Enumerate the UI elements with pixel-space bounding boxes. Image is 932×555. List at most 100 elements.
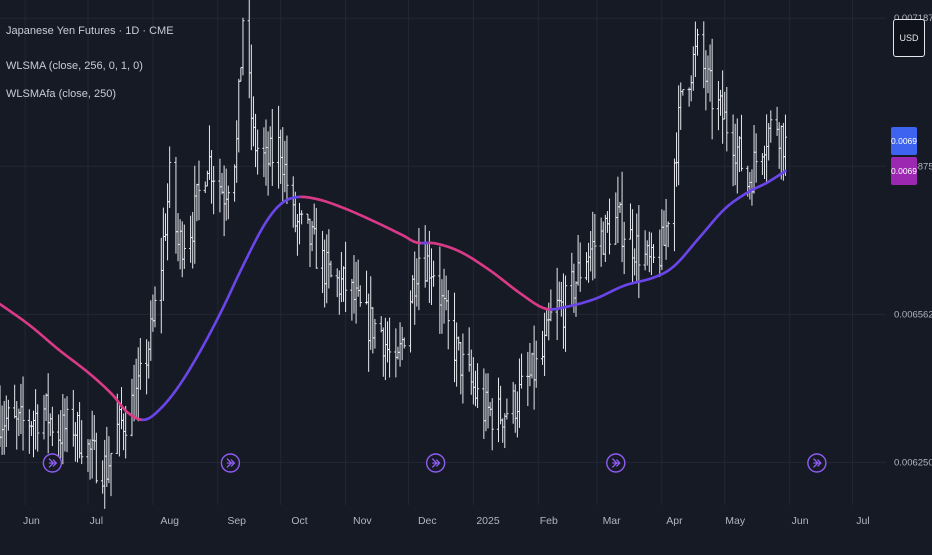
currency-button[interactable]: USD	[893, 19, 925, 57]
price-bar	[262, 127, 265, 177]
event-marker-icon[interactable]	[607, 454, 625, 472]
price-bar	[15, 401, 18, 449]
price-bar	[91, 411, 94, 479]
price-bar	[352, 255, 355, 313]
price-bar	[476, 363, 479, 408]
price-bar	[535, 341, 538, 388]
price-bar	[218, 159, 221, 213]
price-bar	[124, 406, 127, 459]
event-marker-icon[interactable]	[427, 454, 445, 472]
price-bar	[398, 322, 401, 366]
price-bar	[761, 153, 764, 175]
price-bar	[315, 208, 318, 269]
price-bar	[518, 359, 521, 428]
price-bar	[673, 159, 676, 252]
price-bar	[570, 253, 573, 307]
price-bar	[591, 212, 594, 281]
price-bar	[3, 401, 6, 455]
price-bar	[369, 276, 372, 350]
price-bar	[667, 221, 670, 247]
price-bar	[223, 166, 226, 237]
x-tick-label: Apr	[666, 515, 683, 527]
price-bar	[516, 391, 519, 437]
price-bar	[556, 268, 559, 340]
legend-wlsmafa[interactable]: WLSMAfa (close, 250)	[6, 89, 174, 103]
price-bar	[574, 281, 577, 317]
legend-symbol[interactable]: Japanese Yen Futures · 1D · CME	[6, 26, 174, 40]
price-bar	[512, 382, 515, 424]
price-bar	[193, 166, 196, 264]
price-bar	[210, 150, 213, 204]
price-bar	[321, 231, 324, 293]
price-bar	[19, 384, 22, 434]
price-bar	[648, 232, 651, 273]
price-bar	[30, 421, 33, 436]
price-bar	[675, 132, 678, 186]
event-markers	[43, 454, 826, 472]
price-bar	[520, 354, 523, 389]
price-bar	[34, 389, 37, 449]
price-bar	[501, 418, 504, 442]
price-bar	[329, 261, 332, 278]
price-bar	[239, 67, 242, 81]
price-bar	[681, 90, 684, 96]
price-bar	[579, 242, 582, 291]
price-bar	[298, 203, 301, 244]
price-bar	[47, 373, 50, 453]
price-bar	[694, 22, 697, 77]
price-bar	[688, 87, 691, 106]
price-bar	[514, 384, 517, 432]
price-bar	[432, 261, 435, 287]
event-marker-icon[interactable]	[43, 454, 61, 472]
price-bar	[357, 260, 360, 297]
price-bar	[426, 242, 429, 282]
price-bar	[560, 282, 563, 317]
price-bar	[300, 210, 303, 224]
price-bar	[72, 390, 75, 447]
price-bar	[721, 70, 724, 143]
price-bar	[403, 337, 406, 348]
price-bar	[616, 177, 619, 243]
price-bar	[440, 279, 443, 334]
price-bar	[755, 133, 758, 182]
price-bar	[600, 218, 603, 267]
event-marker-icon[interactable]	[808, 454, 826, 472]
price-bar	[690, 75, 693, 101]
price-bar	[453, 293, 456, 383]
x-tick-label: Jul	[90, 515, 103, 527]
legend-wlsma[interactable]: WLSMA (close, 256, 0, 1, 0)	[6, 61, 174, 75]
price-bar	[168, 146, 171, 208]
price-bar	[585, 252, 588, 280]
price-bar	[149, 300, 152, 360]
price-bar	[384, 318, 387, 380]
y-tick-label: 0.0062500	[894, 457, 932, 468]
price-bar	[225, 169, 228, 221]
price-bar	[708, 44, 711, 101]
price-axis[interactable]: 0.00718750.00687500.00656250.0062500	[894, 13, 932, 468]
price-bar	[725, 87, 728, 151]
price-bar	[750, 169, 753, 205]
price-bar	[95, 433, 98, 484]
x-tick-label: Oct	[291, 515, 307, 527]
price-bar	[528, 343, 531, 386]
price-bar	[637, 205, 640, 298]
price-bar	[457, 336, 460, 350]
price-bar	[252, 96, 255, 146]
price-bar	[327, 229, 330, 288]
price-bar	[197, 161, 200, 221]
price-bar	[602, 222, 605, 255]
price-bar	[153, 286, 156, 327]
price-bar	[549, 289, 552, 321]
price-bar	[409, 290, 412, 352]
price-bar	[365, 271, 368, 305]
price-bar	[179, 219, 182, 269]
price-bar	[706, 55, 709, 93]
price-bar	[780, 125, 783, 179]
price-bar	[719, 90, 722, 116]
price-bar	[235, 120, 238, 183]
price-bar	[285, 136, 288, 204]
event-marker-icon[interactable]	[221, 454, 239, 472]
x-tick-label: Dec	[418, 515, 437, 527]
price-bar	[250, 45, 253, 151]
